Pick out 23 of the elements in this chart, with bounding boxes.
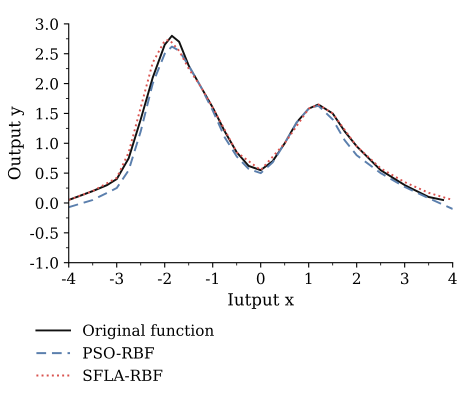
- y-tick-label: -1.0: [30, 257, 58, 269]
- x-tick-label: 2: [352, 272, 360, 284]
- y-tick-label: 0.5: [36, 168, 58, 180]
- y-axis-title: Output y: [8, 106, 24, 180]
- x-tick-label: 0: [256, 272, 265, 284]
- x-tick-label: -3: [110, 272, 124, 284]
- legend-label: SFLA-RBF: [84, 370, 162, 382]
- x-tick-label: -2: [158, 272, 171, 284]
- x-tick-label: -1: [206, 272, 218, 284]
- y-tick-label: 0.0: [36, 197, 58, 209]
- y-tick-label: 2.5: [36, 48, 58, 60]
- x-axis-title: Iutput x: [228, 293, 294, 309]
- x-tick-label: -4: [62, 272, 76, 284]
- y-tick-label: 3.0: [36, 18, 58, 30]
- y-tick-label: -0.5: [30, 227, 58, 239]
- x-tick-label: 3: [400, 272, 408, 284]
- y-tick-label: 2.0: [36, 78, 58, 90]
- y-tick-label: 1.5: [36, 108, 58, 120]
- x-tick-label: 4: [448, 272, 457, 284]
- y-tick-label: 1.0: [36, 138, 58, 150]
- x-tick-label: 1: [306, 272, 312, 284]
- legend-label: PSO-RBF: [83, 347, 154, 359]
- legend-label: Original function: [83, 324, 214, 340]
